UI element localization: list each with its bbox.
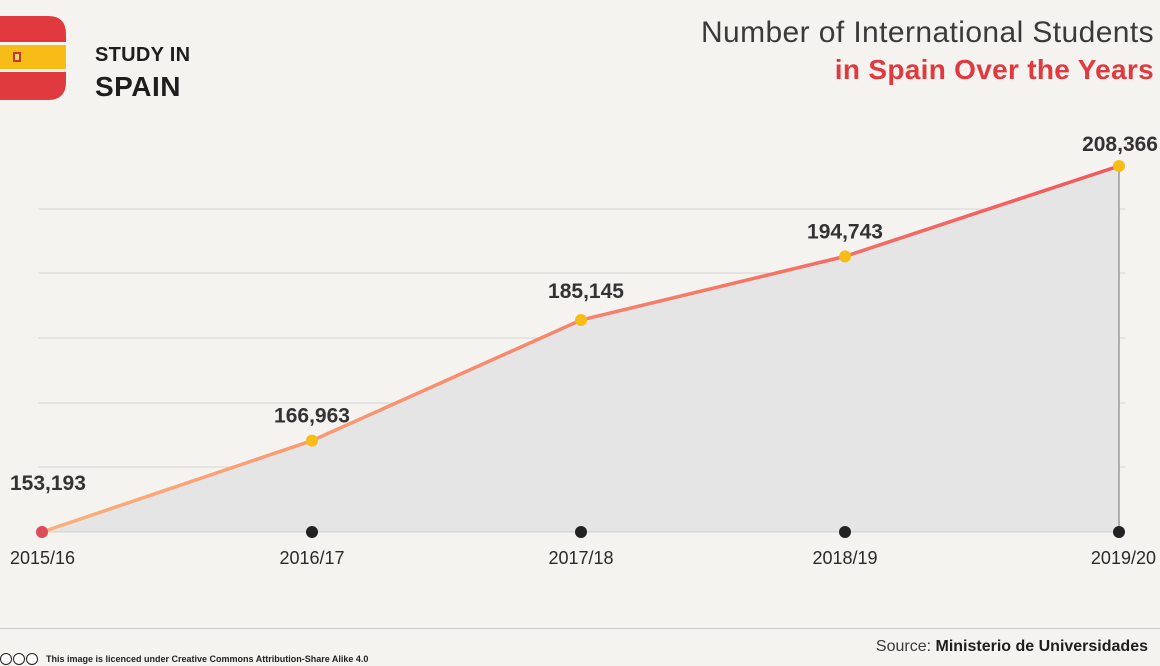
source-name: Ministerio de Universidades: [935, 638, 1148, 655]
cc-logo-icon: [0, 653, 12, 665]
data-label-4: 194,743: [807, 220, 883, 243]
x-axis-dot-1: [36, 526, 48, 538]
cc-sa-icon: [26, 653, 38, 665]
data-point-5: [1113, 160, 1125, 172]
x-axis-dot-3: [575, 526, 587, 538]
data-point-2: [306, 434, 318, 447]
x-tick-label-4: 2018/19: [812, 548, 877, 568]
data-label-2: 166,963: [274, 405, 350, 428]
data-point-3: [575, 314, 587, 327]
brand-line2: SPAIN: [95, 71, 181, 102]
x-tick-label-2: 2016/17: [279, 548, 344, 568]
x-tick-label-1: 2015/16: [10, 548, 75, 568]
cc-by-icon: [13, 653, 25, 665]
cc-icon: [0, 653, 38, 665]
license-text: This image is licenced under Creative Co…: [46, 654, 369, 664]
brand-line1: STUDY IN: [95, 44, 191, 66]
x-axis-dot-2: [306, 526, 318, 538]
page-title: Number of International Students in Spai…: [701, 16, 1154, 86]
data-point-4: [839, 250, 851, 263]
title-line1: Number of International Students: [700, 16, 1154, 49]
source-label: Source:: [875, 638, 932, 655]
data-label-1: 153,193: [10, 472, 86, 495]
line-chart: 2015/16 2016/17 2017/18 2018/19 2019/20 153,1…: [10, 133, 1158, 568]
footer-divider: [0, 628, 1160, 629]
source-credit: Source: Ministerio de Universidades: [876, 638, 1148, 656]
data-label-3: 185,145: [548, 280, 624, 303]
x-tick-label-3: 2017/18: [548, 548, 613, 568]
title-line2: in Spain Over the Years: [834, 54, 1154, 85]
brand-logo: STUDY IN SPAIN: [0, 16, 260, 102]
x-axis-dot-4: [839, 526, 851, 538]
x-tick-label-5: 2019/20: [1091, 548, 1156, 568]
x-axis-dot-5: [1113, 526, 1125, 538]
spain-flag-icon: [0, 16, 66, 100]
data-label-5: 208,366: [1082, 133, 1158, 156]
license-notice: This image is licenced under Creative Co…: [0, 652, 368, 666]
